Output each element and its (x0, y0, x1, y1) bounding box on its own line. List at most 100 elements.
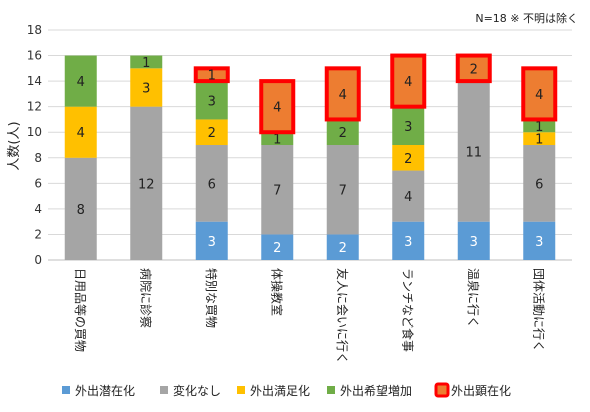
data-label: 2 (208, 126, 216, 141)
data-label: 6 (535, 177, 543, 192)
bar-segment (195, 221, 228, 260)
legend-swatch (237, 386, 245, 394)
y-tick-label: 6 (34, 176, 42, 190)
chart-note: N=18 ※ 不明は除く (475, 11, 578, 25)
data-label: 4 (273, 101, 281, 116)
bar-segment (130, 68, 163, 107)
bar-segment (457, 221, 490, 260)
legend-label: 外出潜在化 (75, 384, 135, 398)
y-tick-label: 14 (27, 74, 42, 88)
data-label: 7 (339, 184, 347, 199)
legend: 外出潜在化 変化なし 外出満足化 外出希望増加 外出顕在化 (62, 382, 511, 398)
bar-segment (521, 66, 558, 122)
data-label: 2 (273, 241, 281, 256)
category-label: ランチなど食事 (400, 268, 415, 352)
bar-segment (195, 145, 228, 222)
y-axis-ticks: 0 2 4 6 8 10 12 14 16 18 (27, 23, 42, 267)
data-label: 3 (404, 120, 412, 135)
data-label: 4 (404, 190, 412, 205)
data-label: 4 (404, 75, 412, 90)
bar-segment (193, 66, 230, 84)
data-label: 4 (535, 88, 543, 103)
bar-segment (130, 106, 163, 261)
data-label: 7 (273, 184, 281, 199)
category-label: 友人に会いに行く (335, 268, 349, 364)
legend-label: 外出希望増加 (340, 383, 412, 398)
y-tick-label: 4 (34, 202, 42, 216)
y-tick-label: 12 (27, 100, 42, 114)
data-label: 2 (404, 152, 412, 167)
data-label: 4 (339, 88, 347, 103)
bar-segment (326, 234, 359, 260)
bar-segment (392, 106, 425, 145)
category-label: 病院に診察 (138, 268, 153, 328)
gridlines (48, 29, 572, 261)
data-label: 1 (142, 56, 150, 71)
y-tick-label: 16 (27, 49, 42, 63)
data-label: 3 (535, 235, 543, 250)
data-label: 8 (77, 203, 85, 218)
bar-segment (392, 145, 425, 171)
legend-label: 外出顕在化 (451, 384, 511, 398)
category-label: 体操教室 (269, 268, 284, 316)
bar-segment (523, 119, 556, 133)
bar-segment (457, 81, 490, 222)
legend-label: 外出満足化 (250, 384, 310, 398)
bar-segment (324, 66, 361, 122)
y-tick-label: 10 (27, 125, 42, 139)
data-label: 4 (77, 126, 85, 141)
bar-segment (261, 145, 294, 235)
bar-segment (195, 81, 228, 120)
bar-segment (64, 55, 97, 107)
bar-segment (64, 106, 97, 158)
data-label: 6 (208, 177, 216, 192)
data-label: 2 (339, 241, 347, 256)
y-axis-label: 人数(人) (7, 121, 22, 170)
y-tick-label: 8 (34, 151, 42, 165)
bar-segment (195, 119, 228, 145)
data-label: 3 (470, 235, 478, 250)
bar-segment (259, 79, 296, 135)
bar-segment (326, 145, 359, 235)
bar-segment (130, 55, 163, 69)
category-label: 特別な買物 (204, 268, 219, 328)
legend-swatch (160, 386, 168, 394)
bar-segment (523, 145, 556, 222)
y-tick-label: 0 (34, 253, 42, 267)
data-label: 1 (535, 120, 543, 135)
bar-segment (326, 119, 359, 145)
bar-segment (392, 221, 425, 260)
bar-segment (523, 132, 556, 145)
data-label: 3 (142, 82, 150, 97)
data-label: 1 (273, 133, 281, 148)
data-label: 3 (208, 94, 216, 109)
category-label: 温泉に行く (466, 268, 480, 328)
data-label: 2 (470, 62, 478, 77)
legend-swatch (434, 382, 450, 398)
bar-segment (261, 132, 294, 145)
bar-segment (455, 53, 492, 84)
category-label: 団体活動に行く (531, 268, 545, 352)
bar-segment (64, 157, 97, 260)
y-tick-label: 18 (27, 23, 42, 37)
data-label: 2 (339, 126, 347, 141)
data-label: 4 (77, 75, 85, 90)
category-label: 日用品等の買物 (73, 268, 87, 352)
bar-segment (392, 170, 425, 222)
bar-segment (523, 221, 556, 260)
data-label: 3 (208, 235, 216, 250)
bar-segment (390, 53, 427, 109)
data-label: 12 (138, 177, 155, 192)
legend-swatch (327, 386, 335, 394)
data-label: 1 (208, 69, 216, 84)
legend-swatch (62, 386, 70, 394)
data-label: 3 (404, 235, 412, 250)
bar-segment (261, 234, 294, 260)
category-labels: 日用品等の買物 病院に診察 特別な買物 体操教室 友人に会いに行く ランチなど食事 温泉に行… (73, 268, 546, 364)
y-tick-label: 2 (34, 227, 42, 241)
data-label: 1 (535, 133, 543, 148)
legend-label: 変化なし (173, 383, 221, 398)
data-label: 11 (465, 145, 482, 160)
